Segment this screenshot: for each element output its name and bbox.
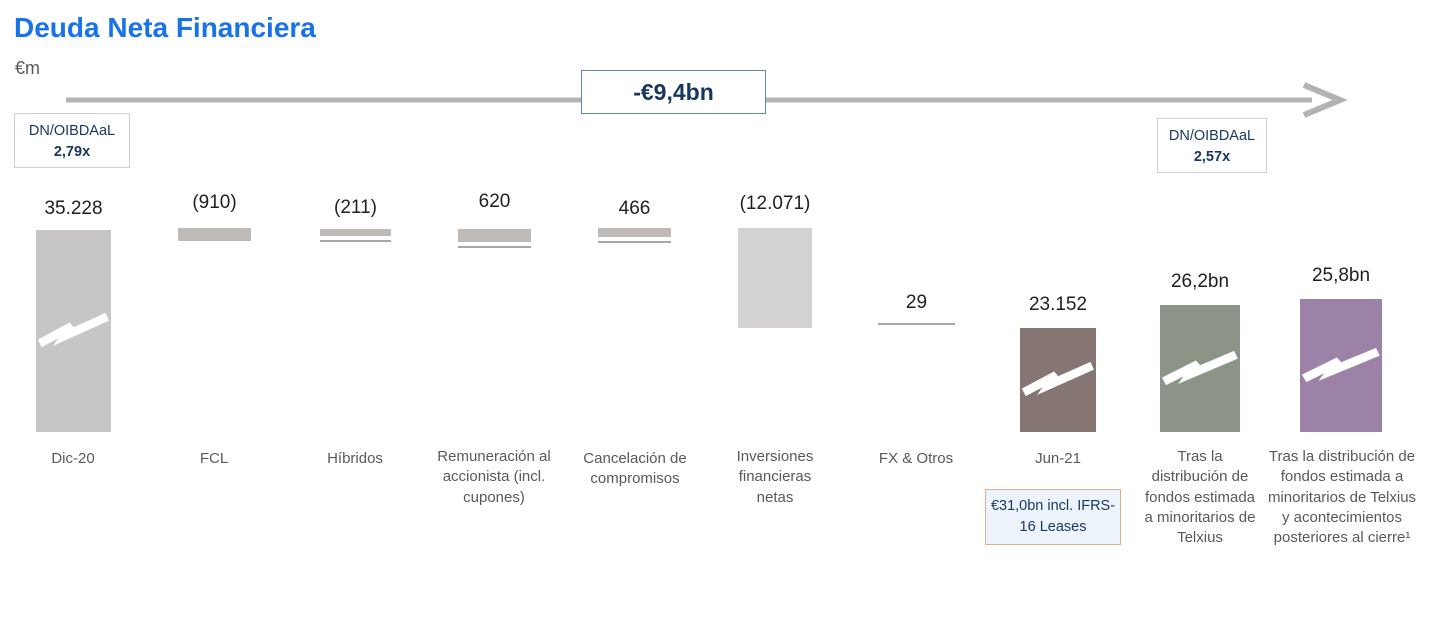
category-label-dic20: Dic-20 <box>51 450 95 467</box>
bar-fcl <box>178 228 251 241</box>
ratio-left-label: DN/OIBDAaL <box>28 123 116 139</box>
category-label-telxius-posterior: Tras la distribución de fondos estimada … <box>1267 448 1417 546</box>
category-label-remuneracion: Remuneración al accionista (incl. cupone… <box>437 448 551 506</box>
bar-telxius-posterior <box>1300 299 1382 432</box>
value-label-telxius-posterior: 25,8bn <box>1311 265 1371 286</box>
connector-line <box>458 246 531 248</box>
bar-telxius <box>1160 305 1240 432</box>
value-label-remuneracion: 620 <box>478 191 511 212</box>
ratio-right-label: DN/OIBDAaL <box>1168 128 1256 144</box>
value-label-hibridos: (211) <box>334 197 377 218</box>
value-label-dic20: 35.228 <box>44 198 103 219</box>
axis-break-icon <box>37 312 109 348</box>
ratio-box-left: DN/OIBDAaL 2,79x <box>14 113 130 168</box>
bar-inversiones <box>738 228 812 328</box>
axis-break-icon <box>1021 361 1094 397</box>
axis-break-icon <box>1301 347 1380 382</box>
category-label-fcl: FCL <box>199 450 229 467</box>
ratio-box-right: DN/OIBDAaL 2,57x <box>1157 118 1267 173</box>
category-label-jun21: Jun-21 <box>1035 450 1081 467</box>
axis-break-icon <box>1161 350 1238 385</box>
ratio-right-value: 2,57x <box>1193 149 1231 166</box>
category-label-inversiones: Inversiones financieras netas <box>736 448 814 506</box>
value-label-fx-otros: 29 <box>905 292 928 313</box>
ratio-left-value: 2,79x <box>53 144 91 161</box>
value-label-telxius: 26,2bn <box>1170 271 1230 292</box>
bar-fx-otros <box>878 323 955 325</box>
bar-dic20 <box>36 230 111 432</box>
page-title: Deuda Neta Financiera <box>14 12 316 43</box>
bar-hibridos <box>320 229 391 236</box>
connector-line <box>320 240 391 242</box>
connector-line <box>598 241 671 243</box>
bar-jun21 <box>1020 328 1096 432</box>
ifrs16-note: €31,0bn incl. IFRS-16 Leases <box>985 489 1121 546</box>
category-label-cancelacion: Cancelación de compromisos <box>583 450 687 488</box>
value-label-fcl: (910) <box>192 192 237 213</box>
value-label-jun21: 23.152 <box>1028 294 1088 315</box>
bar-cancelacion <box>598 228 671 237</box>
bar-remuneracion <box>458 229 531 242</box>
value-label-cancelacion: 466 <box>618 198 651 219</box>
category-label-fx-otros: FX & Otros <box>878 450 954 467</box>
category-label-telxius: Tras la distribución de fondos estimada … <box>1144 448 1256 546</box>
unit-label: €m <box>15 58 41 78</box>
category-label-hibridos: Híbridos <box>327 450 383 467</box>
delta-badge: -€9,4bn <box>581 70 766 114</box>
value-label-inversiones: (12.071) <box>739 193 811 214</box>
